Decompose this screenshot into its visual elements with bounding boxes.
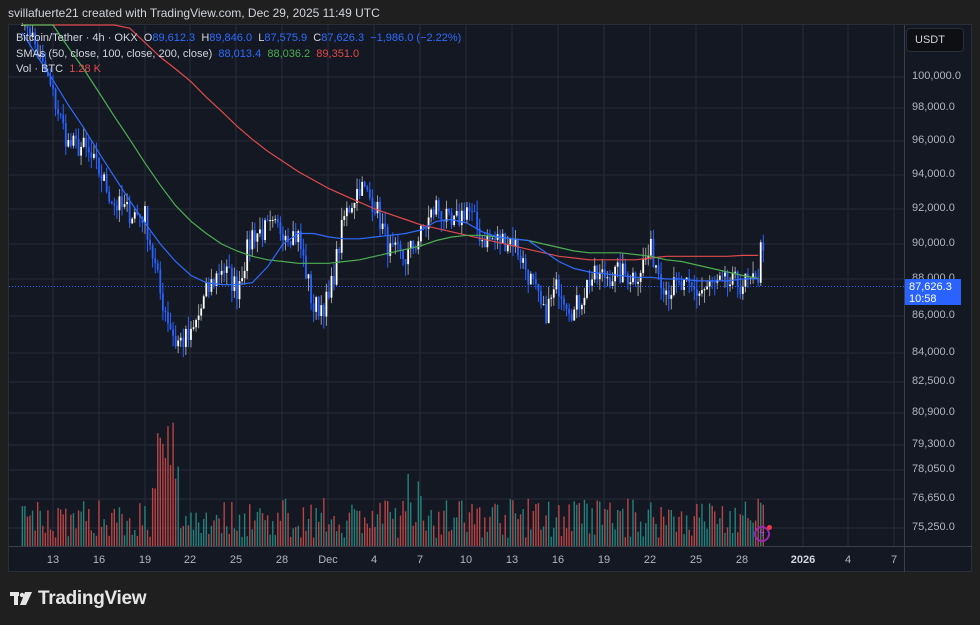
time-tick: Dec	[318, 554, 338, 566]
low-label: L	[258, 32, 265, 44]
close-value: 87,626.3	[321, 32, 365, 44]
change-value: −1,986.0 (−2.22%)	[370, 32, 462, 44]
time-tick: 19	[138, 554, 152, 566]
price-tick: 90,000.0	[912, 237, 955, 249]
open-label: O	[143, 32, 153, 44]
alert-notification-dot	[767, 525, 772, 530]
price-tick: 100,000.0	[912, 70, 961, 82]
time-tick: 22	[183, 554, 197, 566]
time-tick: 16	[92, 554, 106, 566]
time-tick: 13	[505, 554, 519, 566]
price-tick: 98,000.0	[912, 101, 955, 113]
price-tick: 78,050.0	[912, 463, 955, 475]
price-tick: 84,000.0	[912, 346, 955, 358]
chart-legend: Bitcoin/Tether · 4h · OKX O89,612.3 H89,…	[16, 31, 461, 78]
chart-credit: svillafuerte21 created with TradingView.…	[8, 6, 380, 20]
time-tick: 28	[735, 554, 749, 566]
legend-ohlc-row[interactable]: Bitcoin/Tether · 4h · OKX O89,612.3 H89,…	[16, 31, 461, 47]
time-tick: 25	[689, 554, 703, 566]
price-tick: 86,000.0	[912, 309, 955, 321]
tradingview-logo-icon	[10, 592, 32, 605]
volume-label: Vol · BTC	[16, 63, 64, 75]
volume-value: 1.28 K	[69, 63, 102, 75]
time-tick: 13	[46, 554, 60, 566]
time-tick: 7	[890, 554, 898, 566]
low-value: 87,575.9	[264, 32, 308, 44]
legend-sma-row[interactable]: SMAs (50, close, 100, close, 200, close)…	[16, 47, 461, 63]
currency-selector[interactable]: USDT	[906, 28, 964, 52]
tradingview-logo[interactable]: TradingView	[10, 588, 147, 610]
time-tick: 10	[459, 554, 473, 566]
price-tick: 82,500.0	[912, 375, 955, 387]
price-tick: 96,000.0	[912, 134, 955, 146]
time-tick: 19	[597, 554, 611, 566]
close-label: C	[313, 32, 322, 44]
time-tick: 22	[643, 554, 657, 566]
high-value: 89,846.0	[209, 32, 253, 44]
current-price: 87,626.3	[909, 281, 952, 293]
price-tick: 92,000.0	[912, 202, 955, 214]
lightning-alert-icon[interactable]: ϟ	[754, 526, 770, 542]
time-tick: 2026	[790, 554, 816, 566]
price-tick: 80,900.0	[912, 406, 955, 418]
legend-symbol: Bitcoin/Tether · 4h · OKX	[16, 32, 138, 44]
price-tick: 76,650.0	[912, 492, 955, 504]
time-tick: 16	[551, 554, 565, 566]
time-tick: 4	[370, 554, 378, 566]
price-tick: 75,250.0	[912, 521, 955, 533]
price-tick: 94,000.0	[912, 168, 955, 180]
price-tick: 79,300.0	[912, 438, 955, 450]
time-tick: 28	[275, 554, 289, 566]
bar-countdown: 10:58	[909, 293, 937, 305]
legend-volume-row[interactable]: Vol · BTC 1.28 K	[16, 62, 461, 78]
sma100-value: 88,036.2	[267, 47, 311, 60]
brand-name: TradingView	[38, 588, 147, 609]
sma200-value: 89,351.0	[316, 47, 360, 60]
high-label: H	[201, 32, 210, 44]
time-tick: 4	[844, 554, 852, 566]
sma50-value: 88,013.4	[218, 47, 262, 60]
time-tick: 7	[416, 554, 424, 566]
sma-label: SMAs (50, close, 100, close, 200, close)	[16, 47, 213, 60]
time-tick: 25	[229, 554, 243, 566]
open-value: 89,612.3	[152, 32, 196, 44]
current-price-tag: 87,626.3 10:58	[905, 279, 961, 305]
